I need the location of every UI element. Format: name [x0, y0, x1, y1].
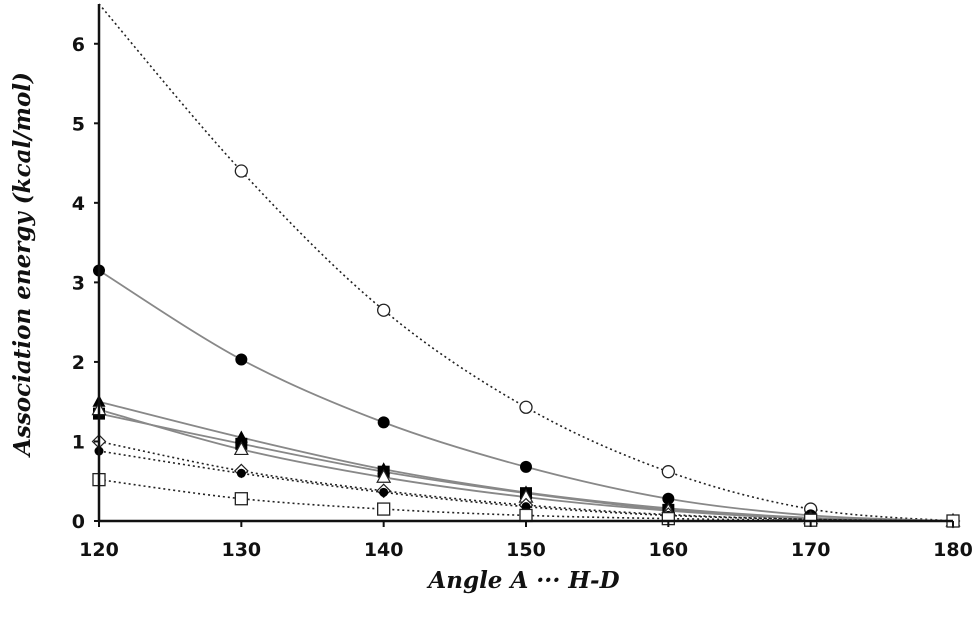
- y-tick-label: 2: [72, 352, 85, 374]
- series-5-point: [376, 468, 392, 483]
- series-curves: [98, 3, 954, 522]
- axes: [94, 4, 954, 527]
- x-tick-label: 120: [79, 539, 119, 561]
- series-1-point: [661, 465, 675, 479]
- series-8-point: [519, 508, 533, 523]
- x-tick-label: 160: [648, 539, 688, 561]
- x-tick-label: 170: [791, 539, 831, 561]
- series-5-point: [233, 441, 249, 456]
- x-tick-label: 150: [506, 539, 546, 561]
- series-1-point: [519, 400, 533, 414]
- y-axis-title: Association energy (kcal/mol): [9, 72, 36, 458]
- y-tick-label: 1: [72, 431, 85, 453]
- x-tick-label: 130: [221, 539, 261, 561]
- series-8-point: [234, 492, 248, 506]
- series-8-point: [377, 502, 391, 516]
- tick-labels: 0 1 2 3 4 5 6 120 130 140 150 160 170 180: [72, 34, 973, 561]
- series-markers: [91, 164, 961, 529]
- series-7-point: [236, 468, 246, 478]
- series-2-point: [235, 353, 248, 366]
- x-axis-title: Angle A ··· H-D: [426, 567, 619, 594]
- series-2-point: [662, 492, 675, 505]
- x-tick-label: 180: [933, 539, 973, 561]
- y-tick-label: 0: [72, 511, 85, 533]
- series-1-point: [234, 164, 248, 178]
- series-2-curve: [98, 269, 954, 522]
- series-2-point: [377, 416, 390, 429]
- series-2-point: [520, 460, 532, 473]
- series-1-curve: [98, 3, 954, 522]
- y-tick-label: 6: [72, 34, 85, 56]
- y-tick-label: 3: [72, 272, 85, 294]
- y-tick-label: 4: [72, 193, 85, 215]
- series-7-point: [379, 487, 389, 497]
- y-tick-label: 5: [72, 113, 85, 135]
- series-1-point: [377, 303, 391, 317]
- x-tick-label: 140: [364, 539, 404, 561]
